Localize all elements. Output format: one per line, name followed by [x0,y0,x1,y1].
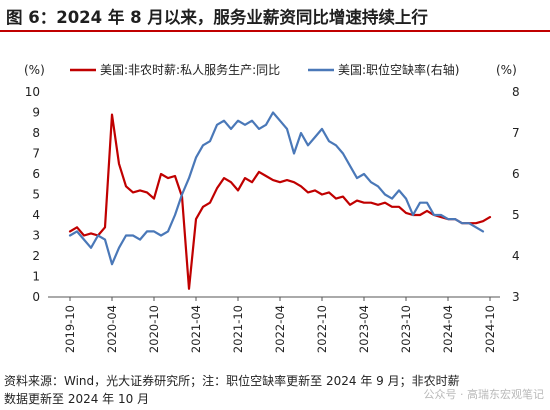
left-tick-label: 6 [32,167,40,181]
x-tick-label: 2023-04 [357,305,371,353]
legend: 美国:非农时薪:私人服务生产:同比 美国:职位空缺率(右轴) [70,62,459,77]
left-tick-label: 10 [25,85,40,99]
left-tick-label: 7 [32,147,40,161]
left-tick-label: 4 [32,208,40,222]
x-tick-label: 2022-10 [315,305,329,353]
watermark: 公众号 · 高瑞东宏观笔记 [423,388,545,401]
series-line-wage-growth [68,113,492,290]
right-tick-label: 6 [512,167,520,181]
right-tick-label: 7 [512,126,520,140]
left-tick-label: 5 [32,188,40,202]
x-tick-label: 2020-04 [105,305,119,353]
left-tick-label: 0 [32,290,40,304]
right-tick-label: 8 [512,85,520,99]
series-line-job-openings-rate [68,111,485,266]
source-line-2: 数据更新至 2024 年 10 月 [4,392,150,406]
left-tick-label: 8 [32,126,40,140]
source-line-1: 资料来源：Wind，光大证券研究所；注：职位空缺率更新至 2024 年 9 月；… [4,374,460,388]
right-tick-label: 4 [512,249,520,263]
x-tick-label: 2021-10 [231,305,245,353]
chart: 0 1 2 3 4 5 6 7 8 9 10 3 4 5 6 7 8 (%) (%) 2019-10 2020-04 20… [24,62,520,353]
x-tick-label: 2020-10 [147,305,161,353]
x-tick-label: 2024-04 [441,305,455,353]
axes: 0 1 2 3 4 5 6 7 8 9 10 3 4 5 6 7 8 (%) (%) 2019-10 2020-04 20… [24,63,520,353]
right-tick-label: 3 [512,290,520,304]
x-tick-label: 2019-10 [63,305,77,353]
legend-label: 美国:职位空缺率(右轴) [338,62,459,77]
x-tick-label: 2024-10 [483,305,497,353]
legend-label: 美国:非农时薪:私人服务生产:同比 [100,62,280,77]
left-tick-label: 9 [32,106,40,120]
series-layer [68,111,492,290]
x-tick-label: 2022-04 [273,305,287,353]
left-tick-label: 2 [32,249,40,263]
title-rule [0,30,550,32]
right-tick-label: 5 [512,208,520,222]
chart-title: 图 6：2024 年 8 月以来，服务业薪资同比增速持续上行 [6,8,428,27]
x-tick-label: 2023-10 [399,305,413,353]
left-unit-label: (%) [24,63,45,77]
source-note: 资料来源：Wind，光大证券研究所；注：职位空缺率更新至 2024 年 9 月；… [4,372,544,408]
right-unit-label: (%) [496,63,517,77]
x-tick-label: 2021-04 [189,305,203,353]
left-tick-label: 1 [32,270,40,284]
left-tick-label: 3 [32,229,40,243]
